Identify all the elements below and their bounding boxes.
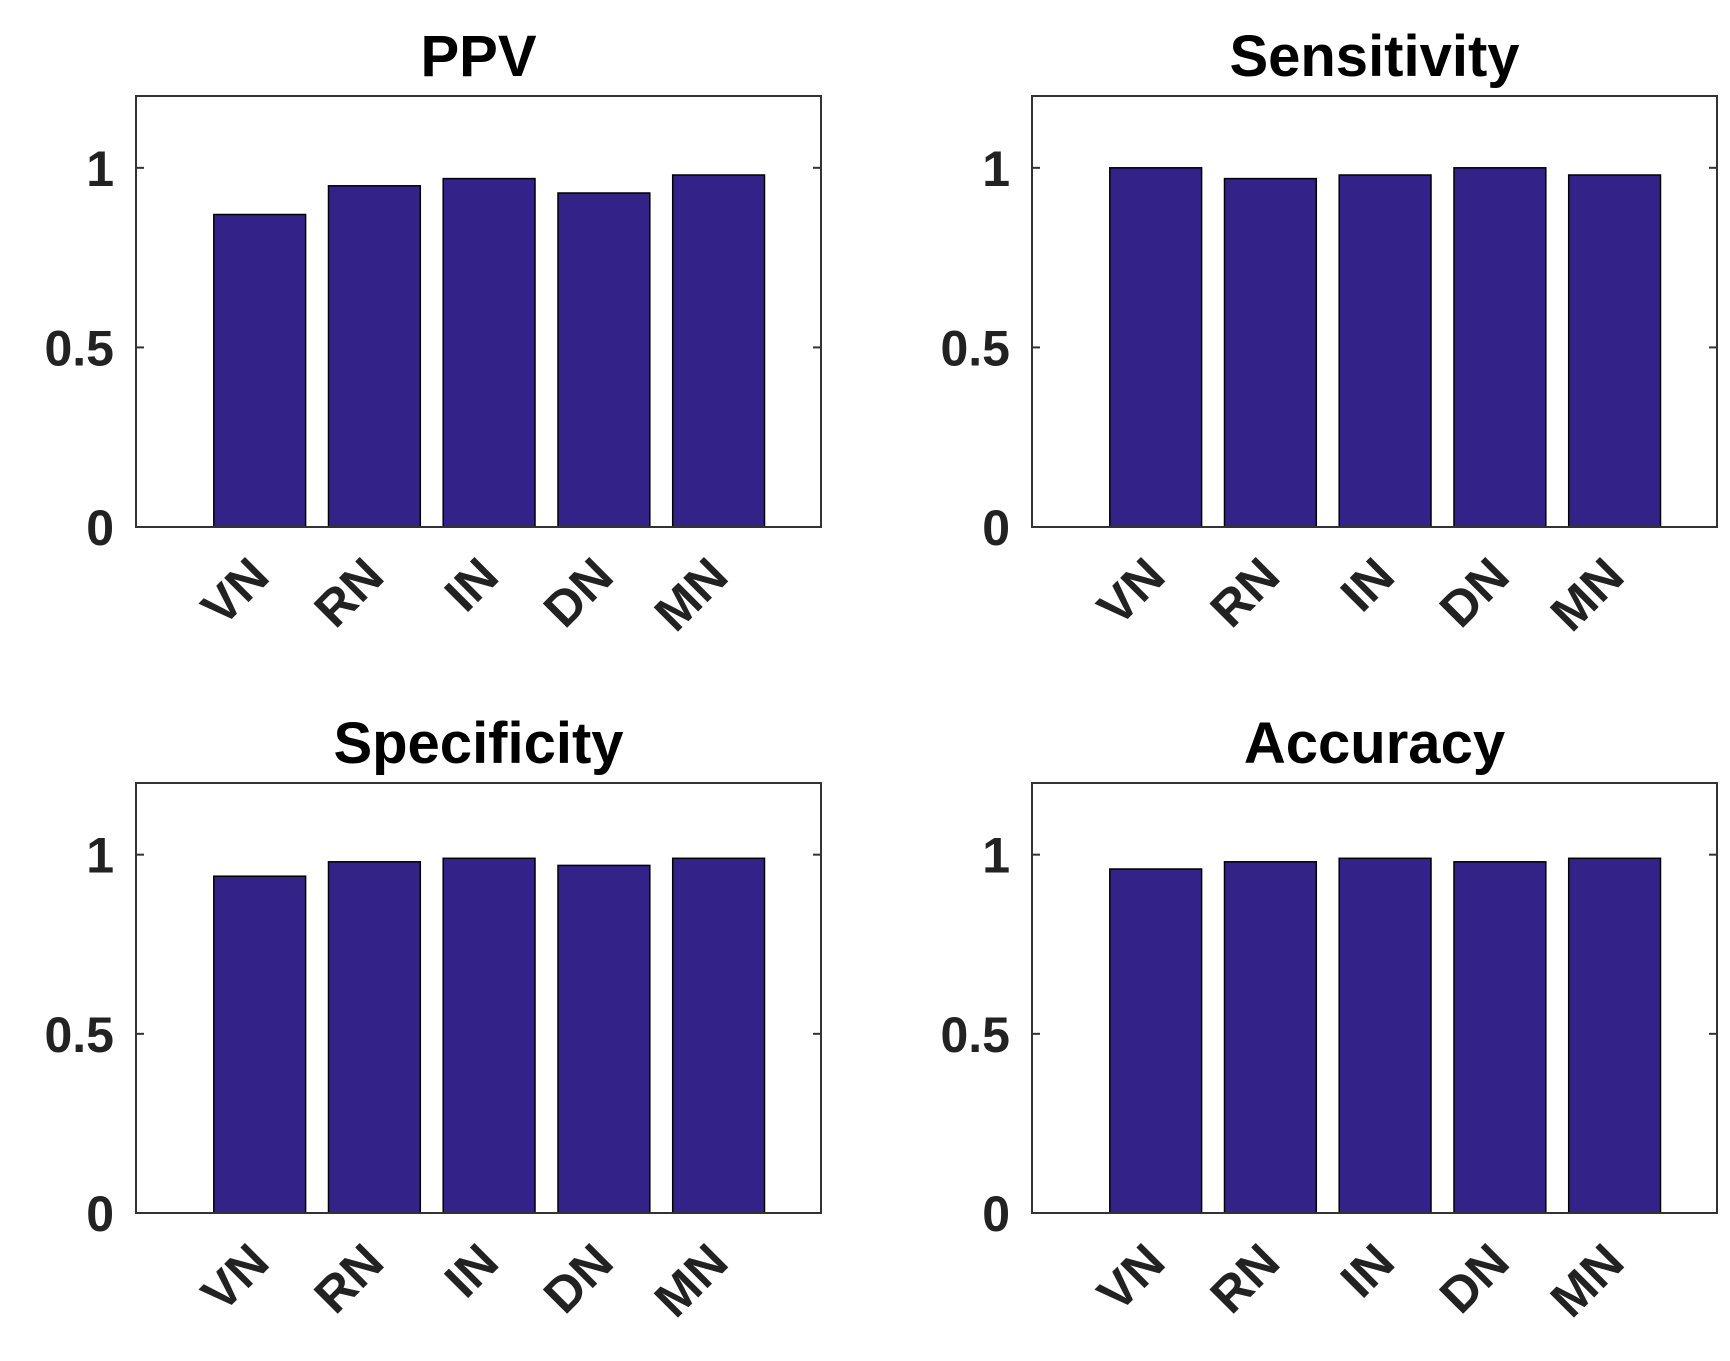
bar-rn: [1223, 177, 1318, 528]
x-tick-label-dn: DN: [1429, 547, 1520, 638]
x-tick-label-rn: RN: [304, 547, 395, 638]
x-tick-label-vn: VN: [1087, 1233, 1176, 1322]
chart-title: Accuracy: [1244, 711, 1505, 776]
bar-in: [1338, 174, 1432, 528]
chart-title: Specificity: [333, 711, 623, 776]
x-tick-label-in: IN: [434, 547, 509, 622]
bar-in: [442, 177, 536, 528]
bar-dn: [1453, 861, 1547, 1214]
y-tick-label: 0.5: [940, 320, 1010, 376]
x-tick-label-rn: RN: [1200, 1233, 1291, 1324]
x-tick-label-in: IN: [1330, 547, 1405, 622]
y-tick-label: 1: [86, 141, 114, 197]
bar-dn: [1453, 167, 1547, 528]
y-tick-label: 0: [86, 500, 114, 556]
bar-vn: [213, 875, 307, 1214]
y-tick-label: 1: [982, 141, 1010, 197]
bar-in: [1338, 857, 1432, 1214]
bar-mn: [671, 174, 766, 528]
x-tick-label-vn: VN: [191, 547, 280, 636]
chart-panel-accuracy: Accuracy VN RN IN DN MN 0 0.5 1: [940, 711, 1718, 1328]
x-tick-label-mn: MN: [644, 547, 739, 642]
bar-rn: [1223, 861, 1318, 1214]
y-tick-label: 0: [982, 500, 1010, 556]
chart-title: Sensitivity: [1229, 24, 1519, 89]
axes-box: [1031, 782, 1718, 1214]
x-tick-label-mn: MN: [1540, 1233, 1635, 1328]
bar-vn: [1109, 167, 1203, 528]
x-tick-label-dn: DN: [533, 547, 624, 638]
x-tick-label-in: IN: [1330, 1233, 1405, 1308]
y-tick-label: 0.5: [44, 1007, 114, 1063]
x-tick-label-mn: MN: [1540, 547, 1635, 642]
x-tick-label-rn: RN: [1200, 547, 1291, 638]
y-tick-label: 0: [86, 1186, 114, 1242]
bar-dn: [557, 864, 651, 1214]
chart-panel-specificity: Specificity VN RN IN DN MN 0 0.5 1: [44, 711, 822, 1328]
x-tick-label-in: IN: [434, 1233, 509, 1308]
x-tick-label-mn: MN: [644, 1233, 739, 1328]
y-tick-label: 0.5: [940, 1007, 1010, 1063]
y-tick-label: 0: [982, 1186, 1010, 1242]
bar-in: [442, 857, 536, 1214]
x-tick-label-dn: DN: [533, 1233, 624, 1324]
x-tick-label-vn: VN: [191, 1233, 280, 1322]
chart-panel-sensitivity: Sensitivity VN RN IN DN MN 0 0.5 1: [940, 24, 1718, 642]
chart-title: PPV: [420, 24, 536, 89]
x-tick-label-vn: VN: [1087, 547, 1176, 636]
axes-box: [135, 95, 822, 528]
bar-mn: [1567, 174, 1662, 528]
axes-box: [1031, 95, 1718, 528]
bar-mn: [1567, 857, 1662, 1214]
x-tick-label-rn: RN: [304, 1233, 395, 1324]
bar-dn: [557, 192, 651, 528]
y-tick-label: 1: [982, 828, 1010, 884]
x-tick-label-dn: DN: [1429, 1233, 1520, 1324]
y-tick-label: 1: [86, 828, 114, 884]
bar-mn: [671, 857, 766, 1214]
axes-box: [135, 782, 822, 1214]
y-tick-label: 0.5: [44, 320, 114, 376]
bar-vn: [213, 213, 307, 528]
bar-rn: [327, 185, 422, 528]
bar-vn: [1109, 868, 1203, 1214]
chart-panel-ppv: PPV VN RN IN DN MN 0 0.5 1: [44, 24, 822, 642]
bar-rn: [327, 861, 422, 1214]
